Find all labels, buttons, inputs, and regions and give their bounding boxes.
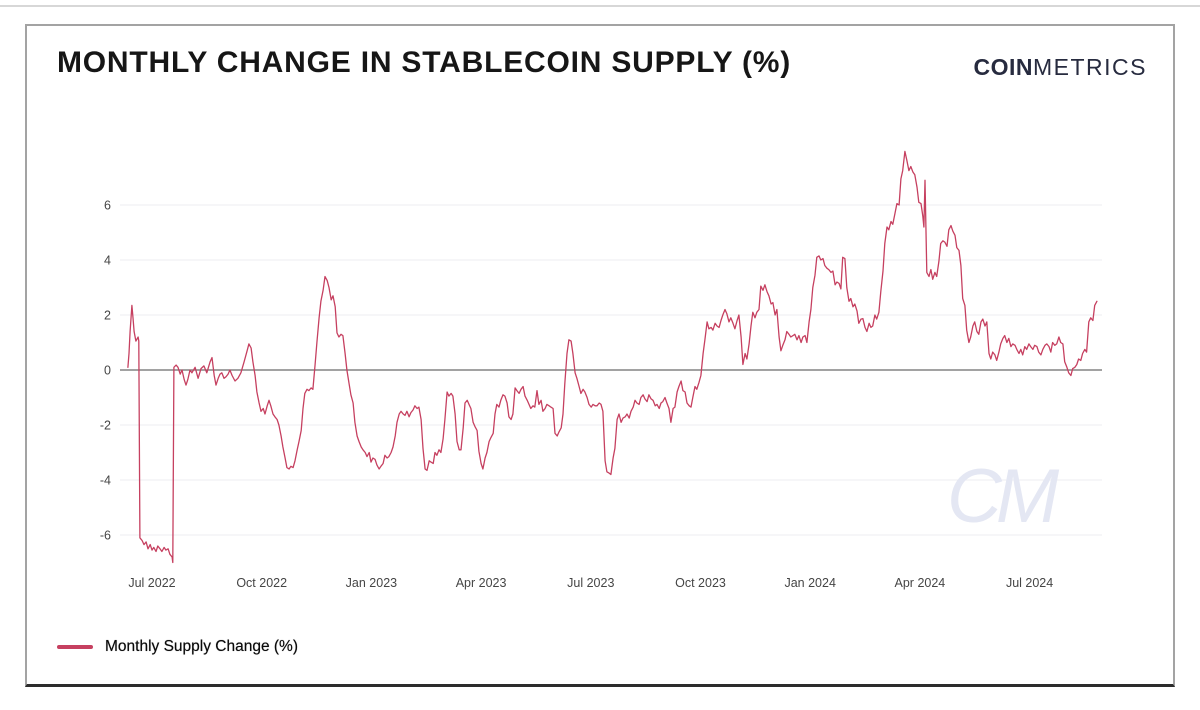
- page-top-rule: [0, 5, 1200, 7]
- y-tick-label: 0: [104, 363, 111, 377]
- data-line-group: [127, 150, 1098, 564]
- gridlines-group: [120, 204, 1102, 536]
- coinmetrics-logo: COINMETRICS: [974, 54, 1148, 81]
- legend-label: Monthly Supply Change (%): [105, 638, 298, 655]
- x-tick-label: Oct 2022: [236, 576, 287, 590]
- logo-coin-text: COIN: [973, 54, 1033, 80]
- chart-area: CM 6 4 2 0 -2 -4 -6 Jul 2022 Oct 2022 Jan 2023 Apr…: [27, 116, 1173, 656]
- y-tick-label: 4: [104, 253, 111, 267]
- x-tick-label: Jul 2022: [128, 576, 175, 590]
- x-tick-label: Oct 2023: [675, 576, 726, 590]
- x-tick-label: Jul 2024: [1006, 576, 1053, 590]
- supply-change-chart: CM 6 4 2 0 -2 -4 -6 Jul 2022 Oct 2022 Jan 2023 Apr…: [100, 150, 1102, 590]
- x-tick-label: Apr 2024: [895, 576, 946, 590]
- y-tick-label: 6: [104, 198, 111, 212]
- y-tick-label: -4: [100, 473, 111, 487]
- legend-line-swatch: [57, 645, 93, 649]
- y-tick-label: -2: [100, 418, 111, 432]
- logo-metrics-text: METRICS: [1033, 54, 1147, 80]
- chart-legend: Monthly Supply Change (%): [57, 638, 298, 656]
- x-tick-label: Jan 2024: [784, 576, 835, 590]
- x-tick-label: Jan 2023: [346, 576, 397, 590]
- y-tick-label: -6: [100, 528, 111, 542]
- chart-title: MONTHLY CHANGE IN STABLECOIN SUPPLY (%): [57, 46, 792, 79]
- x-tick-label: Apr 2023: [456, 576, 507, 590]
- x-tick-label: Jul 2023: [567, 576, 614, 590]
- cm-watermark: CM: [947, 454, 1060, 539]
- chart-card: MONTHLY CHANGE IN STABLECOIN SUPPLY (%) …: [25, 24, 1175, 687]
- axis-labels-group: 6 4 2 0 -2 -4 -6 Jul 2022 Oct 2022 Jan 2023 Apr 20…: [100, 198, 1053, 590]
- supply-change-line: [127, 150, 1098, 564]
- y-tick-label: 2: [104, 308, 111, 322]
